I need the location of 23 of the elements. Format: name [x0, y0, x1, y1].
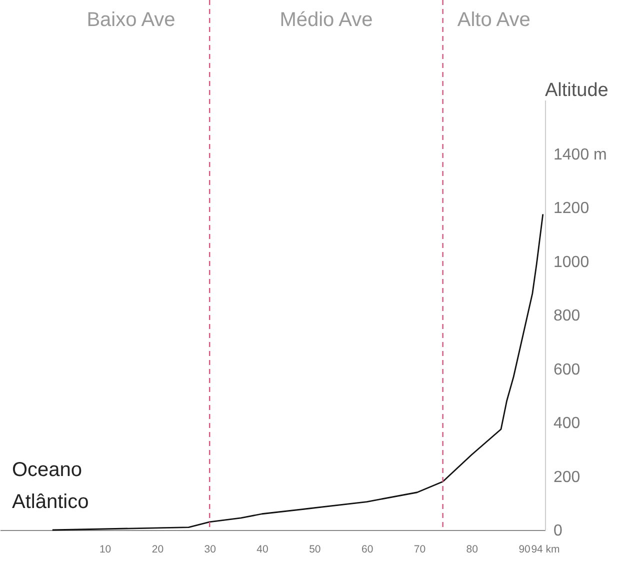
text: Baixo Ave	[86, 9, 176, 31]
x-tick-label: 40	[256, 544, 269, 556]
x-tick-label: 60	[361, 544, 374, 556]
y-tick-label: 400	[554, 415, 580, 432]
y-tick-label: 200	[554, 468, 580, 486]
x-tick-label: 90	[518, 544, 531, 556]
x-tick-label: 30	[204, 544, 216, 556]
y-tick-label: 1400 m	[554, 146, 607, 164]
y-axis-title: Altitude	[545, 80, 608, 101]
x-tick-label: 80	[466, 544, 478, 556]
x-tick-label: 94 km	[531, 544, 560, 556]
y-tick-label: 1200	[554, 200, 590, 217]
text: Alto Ave	[457, 9, 530, 31]
annotation: Oceano Atlântico	[12, 459, 89, 513]
x-tick-label: 20	[152, 544, 164, 556]
text: Médio Ave	[280, 9, 373, 31]
y-tick-label: 0	[554, 522, 562, 540]
y-tick-label: 1000	[554, 254, 590, 271]
x-tick-label: 50	[309, 544, 321, 556]
x-tick-label: 10	[99, 544, 112, 556]
y-tick-label: 600	[554, 361, 580, 378]
y-tick-label: 800	[554, 308, 580, 324]
x-tick-label: 70	[414, 544, 426, 556]
